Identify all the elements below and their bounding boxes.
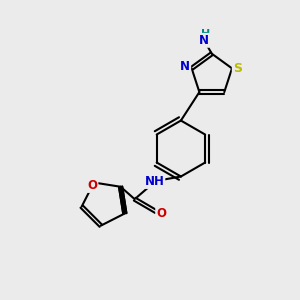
Text: N: N (199, 34, 209, 47)
Text: O: O (156, 206, 166, 220)
Text: NH: NH (145, 175, 164, 188)
Text: S: S (233, 62, 242, 75)
Text: O: O (88, 179, 98, 192)
Text: N: N (180, 60, 190, 74)
Text: H: H (201, 29, 210, 39)
